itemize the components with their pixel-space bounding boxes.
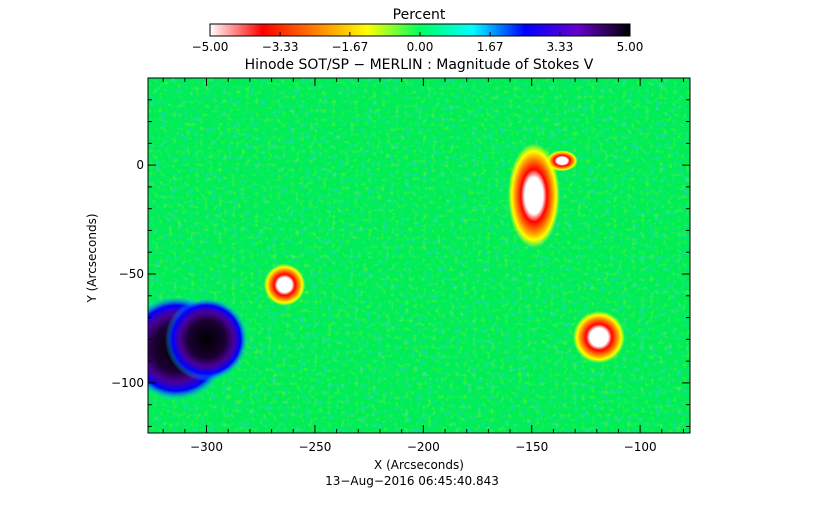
chart-title: Hinode SOT/SP − MERLIN : Magnitude of St… xyxy=(245,57,594,73)
x-tick-label: −200 xyxy=(407,440,440,454)
colorbar-tick-label: −3.33 xyxy=(262,40,299,54)
x-tick-label: −300 xyxy=(190,440,223,454)
y-tick-label: −50 xyxy=(119,267,144,281)
colorbar-tick-label: 5.00 xyxy=(617,40,644,54)
negative-polarity-region xyxy=(546,150,578,172)
y-tick-label: −100 xyxy=(111,376,144,390)
y-axis-label: Y (Arcseconds) xyxy=(85,213,99,303)
x-tick-label: −100 xyxy=(624,440,657,454)
colorbar-tick-label: 1.67 xyxy=(477,40,504,54)
positive-polarity-region xyxy=(164,297,249,382)
x-axis: −300 −250 −200 −150 −100 xyxy=(162,78,684,454)
colorbar-tick-label: 3.33 xyxy=(547,40,574,54)
plot-frame xyxy=(147,77,691,434)
colorbar-ticks: −5.00 −3.33 −1.67 0.00 1.67 3.33 5.00 xyxy=(192,32,644,54)
heatmap-texture-warm xyxy=(148,78,690,433)
y-tick-label: 0 xyxy=(136,158,144,172)
x-axis-label: X (Arcseconds) xyxy=(374,458,464,472)
colorbar-tick-label: 0.00 xyxy=(407,40,434,54)
negative-polarity-region xyxy=(507,143,560,248)
colorbar-tick-label: −5.00 xyxy=(192,40,229,54)
colorbar-tick-label: −1.67 xyxy=(331,40,368,54)
colorbar-title: Percent xyxy=(393,7,446,23)
y-axis: 0 −50 −100 xyxy=(111,77,690,427)
x-tick-label: −250 xyxy=(298,440,331,454)
negative-polarity-region xyxy=(572,311,625,364)
plot-area xyxy=(148,78,690,433)
heatmap-features xyxy=(148,143,625,401)
x-tick-label: −150 xyxy=(515,440,548,454)
negative-polarity-region xyxy=(263,263,306,306)
timestamp: 13−Aug−2016 06:45:40.843 xyxy=(325,474,499,488)
